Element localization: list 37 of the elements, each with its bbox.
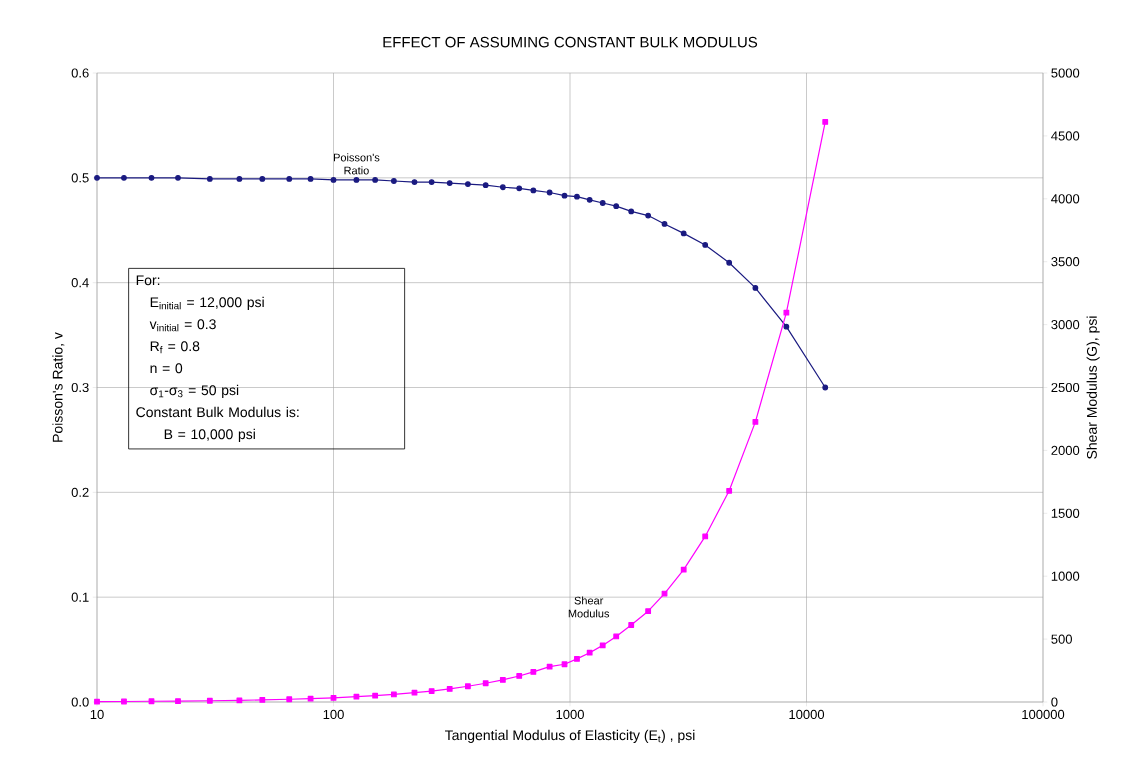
y-tick-label: 0.6	[71, 68, 89, 78]
series-label: Shear Modulus	[568, 596, 610, 618]
y2-tick-label: 2500	[1051, 382, 1080, 393]
x-tick-label: 10000	[789, 709, 825, 719]
x-tick-label: 1000	[556, 709, 584, 719]
x-tick-label: 100	[323, 709, 344, 719]
annotation: B = 10,000 psi	[164, 428, 255, 442]
y2-tick-label: 4500	[1051, 131, 1080, 141]
y-tick-label: 0.2	[71, 487, 89, 497]
y2-tick-label: 3000	[1051, 319, 1080, 330]
y-tick-label: 0.1	[71, 592, 89, 602]
y-tick-label: 0.4	[71, 278, 89, 288]
annotation: For:	[136, 275, 160, 286]
annotation: v$_{initial}$ = 0.3	[149, 319, 216, 332]
y-tick-label: 0.3	[71, 382, 89, 393]
annotation: E$_{initial}$ = 12,000 psi	[150, 296, 264, 310]
x-axis-title: Tangential Modulus of Elasticity (E$_{t}$) , psi	[444, 729, 695, 743]
y2-tick-label: 1000	[1051, 571, 1080, 581]
y2-tick-label: 500	[1051, 634, 1072, 644]
y2-tick-label: 5000	[1051, 68, 1080, 78]
annotation: Constant Bulk Modulus is:	[136, 406, 299, 418]
y-tick-label: 0.0	[71, 697, 89, 707]
y2-tick-label: 4000	[1051, 194, 1080, 204]
y2-tick-label: 3500	[1051, 257, 1080, 267]
series-label: Poisson's Ratio	[333, 153, 380, 175]
annotation: σ$_{1}$-σ$_{3}$ = 50 psi	[150, 384, 239, 398]
y2-tick-label: 1500	[1051, 508, 1080, 518]
y-axis-title: Poisson's Ratio, v	[52, 332, 65, 442]
chart-title: EFFECT OF ASSUMING CONSTANT BULK MODULUS	[383, 36, 758, 48]
y2-tick-label: 2000	[1051, 445, 1080, 455]
y-tick-label: 0.5	[71, 173, 89, 183]
annotation: n = 0	[150, 363, 183, 374]
x-tick-label: 10	[90, 709, 104, 719]
annotation: R$_{f}$ = 0.8	[150, 341, 200, 354]
x-tick-label: 100000	[1022, 709, 1065, 719]
y2-axis-title: Shear Modulus (G), psi	[1086, 316, 1100, 459]
y2-tick-label: 0	[1051, 697, 1058, 707]
